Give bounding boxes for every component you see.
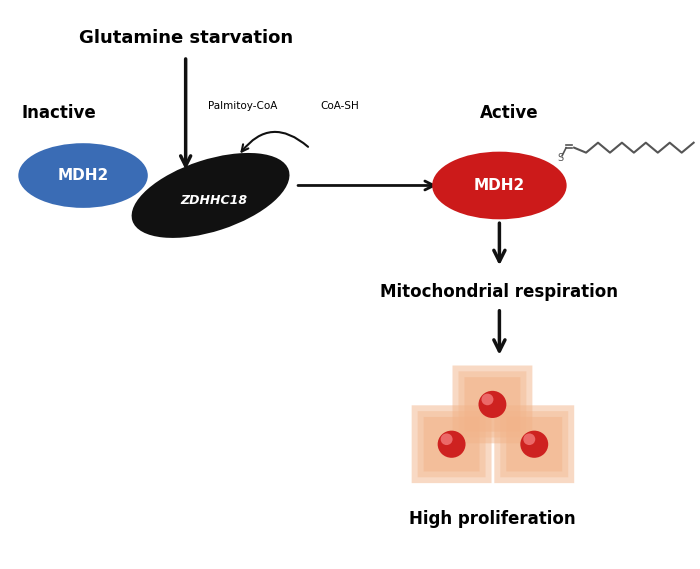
FancyBboxPatch shape — [424, 417, 480, 472]
Text: CoA-SH: CoA-SH — [321, 101, 359, 111]
FancyBboxPatch shape — [458, 372, 526, 438]
FancyBboxPatch shape — [452, 365, 533, 443]
Ellipse shape — [432, 152, 566, 219]
FancyBboxPatch shape — [418, 411, 486, 477]
Ellipse shape — [18, 143, 148, 208]
Text: Inactive: Inactive — [22, 104, 97, 122]
Text: Palmitoy-CoA: Palmitoy-CoA — [208, 101, 277, 111]
Text: MDH2: MDH2 — [57, 168, 108, 183]
Text: High proliferation: High proliferation — [409, 510, 575, 528]
Text: Glutamine starvation: Glutamine starvation — [78, 29, 293, 47]
Ellipse shape — [520, 431, 548, 458]
FancyBboxPatch shape — [412, 405, 491, 483]
Text: ZDHHC18: ZDHHC18 — [180, 194, 247, 207]
Ellipse shape — [132, 153, 290, 238]
Text: Active: Active — [480, 104, 539, 122]
Text: MDH2: MDH2 — [474, 178, 525, 193]
Ellipse shape — [479, 391, 506, 418]
FancyBboxPatch shape — [506, 417, 562, 472]
FancyBboxPatch shape — [494, 405, 574, 483]
Text: S: S — [557, 152, 564, 163]
Ellipse shape — [482, 394, 494, 405]
Ellipse shape — [440, 434, 453, 445]
FancyBboxPatch shape — [464, 377, 520, 432]
Ellipse shape — [524, 434, 536, 445]
Ellipse shape — [438, 431, 466, 458]
Text: Mitochondrial respiration: Mitochondrial respiration — [380, 283, 618, 301]
FancyBboxPatch shape — [500, 411, 568, 477]
